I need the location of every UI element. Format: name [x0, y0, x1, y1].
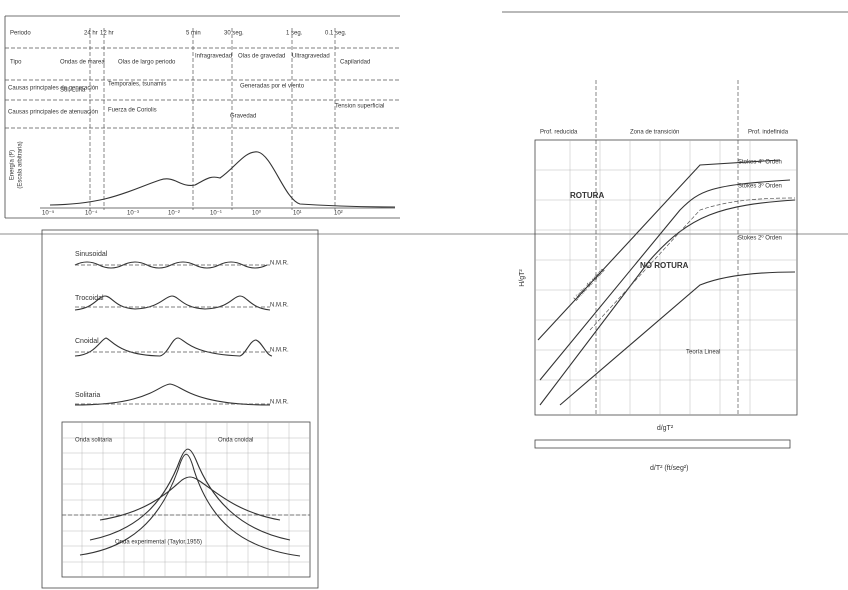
label: 12 hr — [100, 31, 114, 37]
label: Onda cnoidal — [218, 438, 253, 444]
label: NO ROTURA — [640, 261, 689, 270]
label: Prof. indefinida — [748, 130, 789, 136]
label: 30 seg. — [224, 31, 244, 37]
label: Límite de rotura — [573, 267, 606, 302]
label: 1 seg. — [286, 31, 303, 37]
label: Prof. reducida — [540, 130, 578, 136]
label: Solitaria — [75, 392, 100, 399]
label: 5 min — [186, 31, 201, 37]
label: Causas principales de generación — [8, 86, 98, 92]
label: Fuerza de Coriolis — [108, 108, 157, 114]
tick: 10⁻² — [168, 211, 180, 217]
tick: 10⁻¹ — [210, 211, 222, 217]
label: N.M.R. — [270, 261, 289, 267]
tick: 10² — [334, 211, 343, 217]
label: Sol, Luna — [60, 88, 86, 94]
label: Energía (f²) — [10, 150, 16, 180]
label: Capilaridad — [340, 60, 370, 66]
label: Stokes 2º Orden — [738, 235, 782, 242]
label: Sinusoidal — [75, 251, 108, 258]
label: Stokes 4º Orden — [738, 159, 782, 166]
label: N.M.R. — [270, 400, 289, 406]
tick: 10⁻⁵ — [42, 210, 55, 217]
label: Infragravedad — [195, 54, 232, 60]
label: Periodo — [10, 31, 31, 37]
label: Gravedad — [230, 114, 256, 120]
label: Olas de gravedad — [238, 54, 285, 60]
tick: 10⁻⁴ — [85, 210, 98, 217]
label: Onda experimental (Taylor,1955) — [115, 540, 202, 546]
label: Ultragravedad — [292, 54, 330, 60]
label: Tension superficial — [335, 104, 384, 110]
label: Tipo — [10, 60, 22, 66]
label: Zona de transición — [630, 130, 679, 136]
label: ROTURA — [570, 191, 604, 200]
tick: 10⁰ — [252, 210, 262, 217]
label: Ondas de marea — [60, 60, 105, 66]
label: d/gT² — [657, 425, 674, 432]
label: Trocoidal — [75, 295, 104, 302]
validity-figure: Prof. reducida Zona de transición Prof. … — [502, 11, 848, 472]
label: N.M.R. — [270, 303, 289, 309]
label: 24 hr — [84, 31, 98, 37]
label: Temporales, tsunamis — [108, 82, 166, 88]
label: Stokes 3º Orden — [738, 183, 782, 190]
label: Olas de largo periodo — [118, 60, 176, 66]
label: Cnoidal — [75, 338, 99, 345]
label: Teoría Lineal — [686, 350, 720, 356]
profiles-figure: Sinusoidal Trocoidal Cnoidal Solitaria N… — [41, 229, 319, 589]
spectrum-figure: Periodo 24 hr 12 hr 5 min 30 seg. 1 seg.… — [4, 15, 400, 219]
tick: 10⁻³ — [127, 211, 139, 217]
label: Generadas por el viento — [240, 84, 305, 90]
label: H/gT² — [519, 269, 526, 287]
label: Causas principales de atenuación — [8, 110, 98, 116]
label: (Escala arbitraria) — [18, 141, 24, 188]
graph-grid — [61, 421, 311, 578]
label: Onda solitaria — [75, 438, 113, 444]
label: N.M.R. — [270, 348, 289, 354]
label: d/T² (ft/seg²) — [650, 465, 689, 472]
label: 0.1 seg. — [325, 31, 347, 37]
tick: 10¹ — [293, 211, 302, 217]
